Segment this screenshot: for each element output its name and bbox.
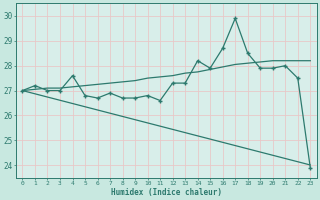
X-axis label: Humidex (Indice chaleur): Humidex (Indice chaleur) [111, 188, 222, 197]
